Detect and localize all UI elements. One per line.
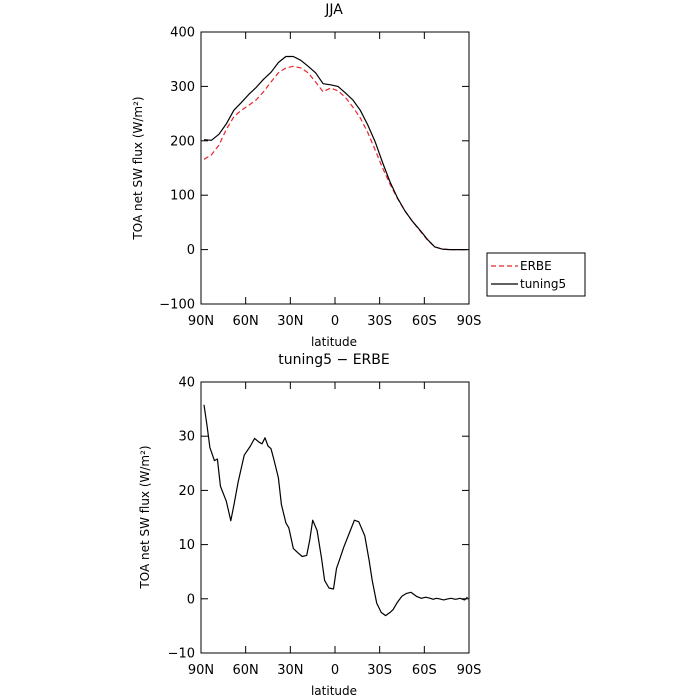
y-axis-label: TOA net SW flux (W/m²) — [138, 445, 152, 589]
x-axis: 90N 60N 30N 0 30S 60S 90S — [188, 382, 482, 678]
x-tick-label: 90N — [188, 314, 214, 329]
x-axis: 90N 60N 30N 0 30S 60S 90S — [188, 32, 482, 329]
y-tick-label: 10 — [178, 538, 195, 553]
x-tick-label: 60N — [233, 663, 259, 678]
series-line-difference — [203, 404, 468, 617]
x-tick-label: 30N — [277, 314, 303, 329]
legend-label-erbe: ERBE — [520, 259, 552, 273]
x-tick-label: 90N — [188, 663, 214, 678]
x-tick-label: 30N — [277, 663, 303, 678]
x-axis-label: latitude — [311, 335, 357, 349]
y-tick-label: 100 — [170, 189, 195, 204]
x-tick-label: 60S — [412, 663, 437, 678]
x-axis-label: latitude — [311, 684, 357, 698]
difference-panel: tuning5 − ERBE −10 0 10 20 30 40 90N 60N 30N 0 30… — [138, 352, 481, 698]
x-tick-label: 30S — [367, 663, 392, 678]
plot-frame — [200, 31, 470, 305]
plot-lines — [203, 404, 468, 617]
chart-title: JJA — [324, 2, 343, 18]
x-tick-label: 60N — [233, 314, 259, 329]
y-tick-label: −100 — [159, 298, 195, 313]
plot-lines — [203, 55, 468, 251]
x-tick-label: 0 — [331, 314, 339, 329]
y-axis-label: TOA net SW flux (W/m²) — [131, 96, 145, 240]
y-tick-label: −10 — [168, 647, 195, 662]
legend: ERBE tuning5 — [486, 252, 586, 297]
y-tick-label: 40 — [178, 376, 195, 391]
x-tick-label: 30S — [367, 314, 392, 329]
y-tick-label: 30 — [178, 430, 195, 445]
y-tick-label: 0 — [187, 592, 195, 607]
x-tick-label: 90S — [457, 663, 482, 678]
x-tick-label: 90S — [457, 314, 482, 329]
y-axis: −10 0 10 20 30 40 — [168, 376, 469, 662]
y-tick-label: 200 — [170, 134, 195, 149]
x-tick-label: 60S — [412, 314, 437, 329]
legend-box — [486, 252, 586, 297]
series-line-tuning5 — [203, 55, 468, 251]
y-axis: −100 0 100 200 300 400 — [159, 26, 469, 313]
plot-frame — [200, 381, 470, 654]
y-tick-label: 400 — [170, 26, 195, 41]
y-tick-label: 300 — [170, 80, 195, 95]
series-line-erbe — [203, 65, 468, 251]
y-tick-label: 20 — [178, 484, 195, 499]
legend-label-tuning5: tuning5 — [520, 277, 566, 291]
chart-title: tuning5 − ERBE — [278, 352, 389, 368]
y-tick-label: 0 — [187, 243, 195, 258]
x-tick-label: 0 — [331, 663, 339, 678]
